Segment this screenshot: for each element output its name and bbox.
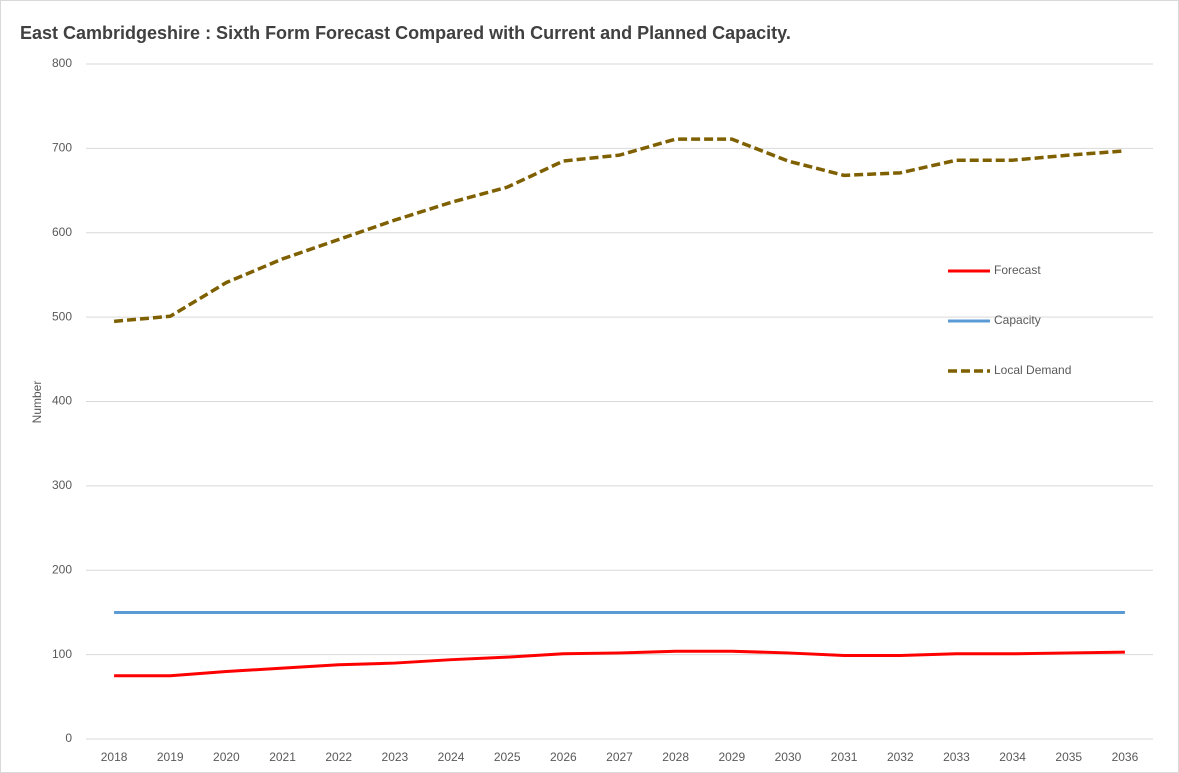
x-tick-label: 2028 <box>662 750 689 764</box>
y-tick-label: 700 <box>52 141 72 155</box>
y-tick-label: 500 <box>52 309 72 323</box>
x-tick-label: 2030 <box>775 750 802 764</box>
x-tick-label: 2022 <box>325 750 352 764</box>
y-tick-label: 800 <box>52 56 72 70</box>
legend-label: Local Demand <box>994 363 1071 377</box>
x-tick-label: 2034 <box>999 750 1026 764</box>
y-tick-label: 0 <box>65 731 72 745</box>
x-tick-label: 2024 <box>438 750 465 764</box>
x-tick-label: 2023 <box>382 750 409 764</box>
y-axis-label: Number <box>30 381 44 424</box>
y-tick-label: 200 <box>52 562 72 576</box>
x-tick-label: 2033 <box>943 750 970 764</box>
x-tick-label: 2020 <box>213 750 240 764</box>
y-tick-label: 400 <box>52 394 72 408</box>
x-tick-label: 2031 <box>831 750 858 764</box>
x-tick-label: 2019 <box>157 750 184 764</box>
x-tick-label: 2035 <box>1055 750 1082 764</box>
y-tick-label: 600 <box>52 225 72 239</box>
chart-title: East Cambridgeshire : Sixth Form Forecas… <box>20 23 791 43</box>
series-line <box>114 649 1125 678</box>
x-tick-label: 2029 <box>718 750 745 764</box>
legend-label: Capacity <box>994 313 1041 327</box>
x-tick-label: 2026 <box>550 750 577 764</box>
x-tick-label: 2036 <box>1112 750 1139 764</box>
x-tick-label: 2025 <box>494 750 521 764</box>
y-tick-label: 300 <box>52 478 72 492</box>
series-line <box>113 137 1126 324</box>
y-tick-label: 100 <box>52 647 72 661</box>
x-tick-label: 2018 <box>101 750 128 764</box>
x-tick-label: 2021 <box>269 750 296 764</box>
x-tick-label: 2032 <box>887 750 914 764</box>
legend-label: Forecast <box>994 263 1041 277</box>
x-tick-label: 2027 <box>606 750 633 764</box>
